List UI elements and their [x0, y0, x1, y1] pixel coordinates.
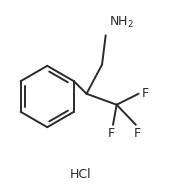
Text: F: F [108, 127, 115, 140]
Text: NH$_2$: NH$_2$ [109, 15, 134, 30]
Text: F: F [134, 127, 141, 140]
Text: HCl: HCl [70, 168, 92, 181]
Text: F: F [142, 87, 149, 100]
